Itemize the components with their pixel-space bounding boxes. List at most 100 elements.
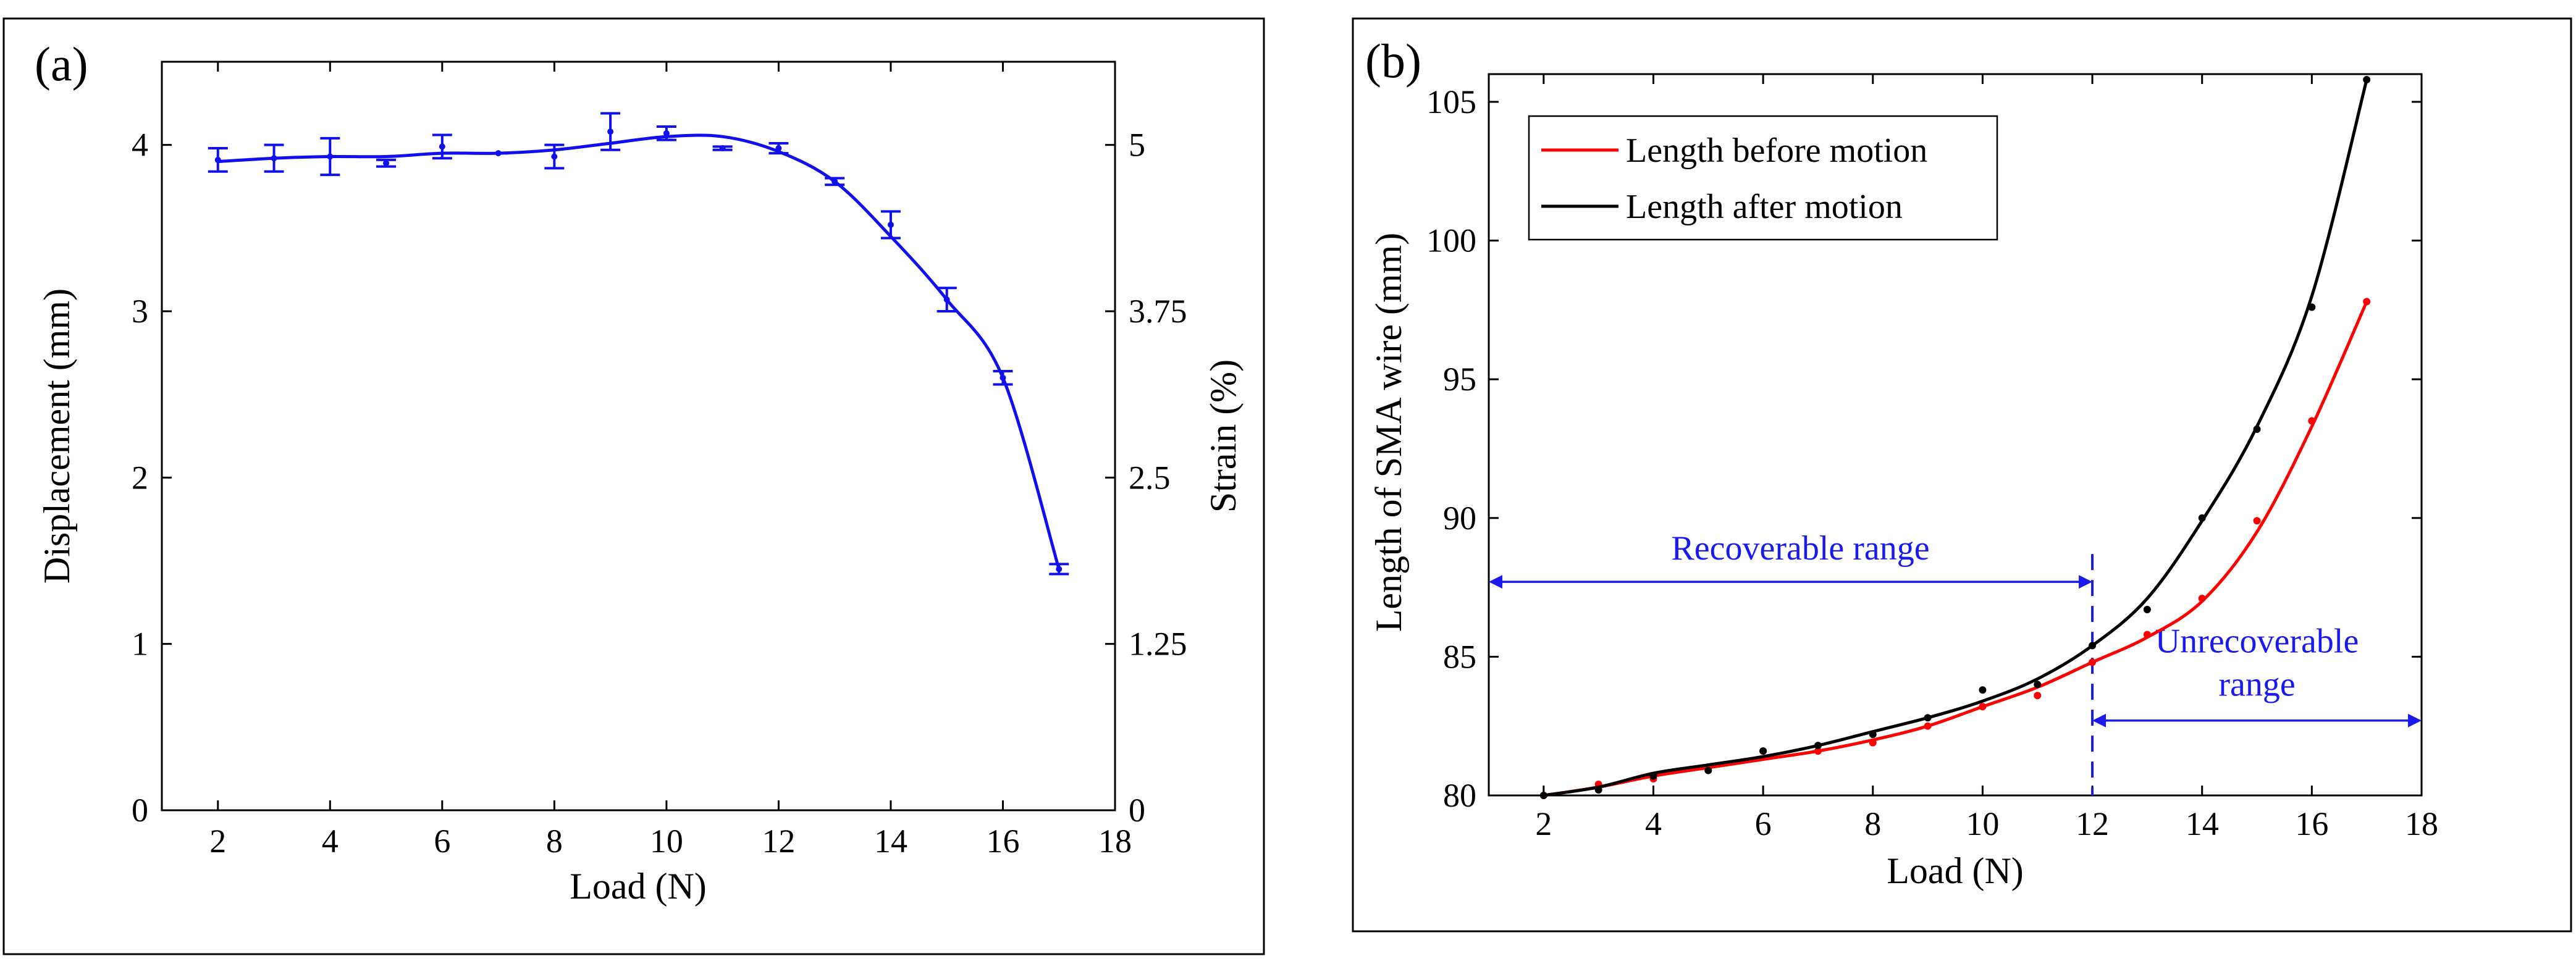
unrecoverable-arrow-head-right — [2408, 713, 2422, 728]
y-tick-label: 4 — [132, 127, 148, 164]
fit-line-displacement — [217, 133, 1061, 570]
chart-b-y-label: Length of SMA wire (mm) — [1368, 233, 1409, 632]
data-point — [2089, 658, 2097, 666]
data-point — [327, 153, 334, 160]
x-tick-label: 2 — [209, 823, 226, 860]
y-tick-label: 100 — [1426, 222, 1476, 259]
data-point — [214, 156, 221, 163]
recoverable-label: Recoverable range — [1671, 529, 1929, 568]
x-tick-label: 14 — [874, 823, 907, 860]
recoverable-arrow-head-right — [2079, 575, 2093, 589]
y-right-tick-label: 1.25 — [1129, 626, 1187, 663]
data-point — [1704, 766, 1712, 774]
data-point — [663, 130, 670, 136]
data-point — [775, 145, 782, 152]
data-point — [943, 296, 950, 303]
chart-b-series — [1539, 75, 2371, 799]
data-point — [2034, 692, 2042, 700]
y-tick-label: 3 — [132, 293, 148, 330]
x-tick-label: 2 — [1535, 805, 1552, 842]
data-point — [2363, 298, 2371, 306]
panel-a-frame — [2, 17, 1265, 955]
data-point — [2308, 417, 2316, 425]
x-tick-label: 4 — [1645, 805, 1662, 842]
chart-a-y-right-ticks: 0 1.25 2.5 3.75 5 — [1105, 127, 1187, 829]
data-point — [1869, 739, 1877, 747]
data-point — [2253, 426, 2261, 434]
x-tick-label: 12 — [2076, 805, 2109, 842]
x-tick-label: 8 — [546, 823, 563, 860]
chart-b-annotations: Recoverable range Unrecoverable range — [1489, 529, 2422, 795]
data-point — [719, 145, 726, 152]
x-tick-label: 18 — [1098, 823, 1132, 860]
panel-b-label: (b) — [1365, 34, 1421, 88]
data-point — [495, 150, 502, 157]
data-point — [2308, 303, 2316, 311]
chart-b: 2 4 6 8 10 12 14 16 18 80 85 90 95 100 105 Recoverabl… — [1368, 73, 2438, 891]
data-point — [383, 160, 390, 167]
y-tick-label: 2 — [132, 459, 148, 496]
data-point — [2143, 606, 2151, 614]
data-point — [1869, 731, 1877, 739]
data-point — [2143, 631, 2151, 639]
x-tick-label: 16 — [2295, 805, 2328, 842]
unrecoverable-arrow-head-left — [2092, 713, 2107, 728]
panel-a-label: (a) — [35, 37, 88, 91]
data-point — [1056, 566, 1063, 572]
y-right-tick-label: 0 — [1129, 792, 1145, 829]
chart-a-x-ticks: 2 4 6 8 10 12 14 16 18 — [209, 62, 1132, 860]
data-point — [1759, 747, 1767, 755]
x-tick-label: 6 — [1755, 805, 1772, 842]
data-point — [1979, 703, 1987, 711]
data-point — [887, 221, 894, 228]
data-point — [831, 178, 838, 185]
line-length-after — [1543, 79, 2368, 797]
chart-b-x-ticks: 2 4 6 8 10 12 14 16 18 — [1535, 74, 2438, 842]
y-tick-label: 95 — [1443, 361, 1476, 398]
data-point — [271, 155, 277, 162]
data-point — [2198, 595, 2206, 603]
data-point — [2253, 517, 2261, 525]
y-right-tick-label: 2.5 — [1129, 459, 1171, 496]
y-tick-label: 105 — [1426, 83, 1476, 120]
data-point — [1594, 786, 1602, 794]
y-tick-label: 80 — [1443, 777, 1476, 814]
x-tick-label: 12 — [762, 823, 795, 860]
chart-a-y-right-label: Strain (%) — [1203, 359, 1244, 513]
data-point — [1649, 772, 1657, 780]
x-tick-label: 10 — [650, 823, 683, 860]
data-point — [2363, 75, 2371, 83]
x-tick-label: 4 — [322, 823, 339, 860]
data-point — [1979, 686, 1987, 694]
y-right-tick-label: 3.75 — [1129, 293, 1187, 330]
y-tick-label: 90 — [1443, 500, 1476, 537]
legend-label-before: Length before motion — [1626, 132, 1927, 170]
data-point — [1000, 374, 1006, 381]
data-point — [2198, 514, 2206, 522]
recoverable-arrow-head-left — [1489, 575, 1502, 589]
data-point — [1924, 714, 1932, 722]
chart-b-y-ticks: 80 85 90 95 100 105 — [1426, 83, 2422, 814]
data-point — [1814, 747, 1822, 755]
x-tick-label: 18 — [2405, 805, 2438, 842]
data-point — [2034, 681, 2042, 689]
chart-a-y-ticks: 0 1 2 3 4 — [132, 127, 172, 829]
data-point — [1539, 792, 1547, 799]
y-right-tick-label: 5 — [1129, 127, 1145, 164]
x-tick-label: 14 — [2186, 805, 2219, 842]
chart-a-series — [208, 112, 1069, 576]
data-point — [1814, 742, 1822, 750]
x-tick-label: 8 — [1864, 805, 1881, 842]
legend-box — [1528, 115, 1998, 241]
legend-label-after: Length after motion — [1626, 188, 1903, 226]
data-point — [439, 143, 445, 150]
data-point — [551, 153, 558, 160]
y-tick-label: 0 — [132, 792, 148, 829]
panel-b-frame — [1352, 17, 2572, 933]
unrecoverable-label-line2: range — [2218, 666, 2295, 704]
chart-b-x-label: Load (N) — [1887, 850, 2024, 891]
chart-a-x-label: Load (N) — [570, 866, 707, 907]
chart-a-plot-area — [161, 61, 1116, 811]
